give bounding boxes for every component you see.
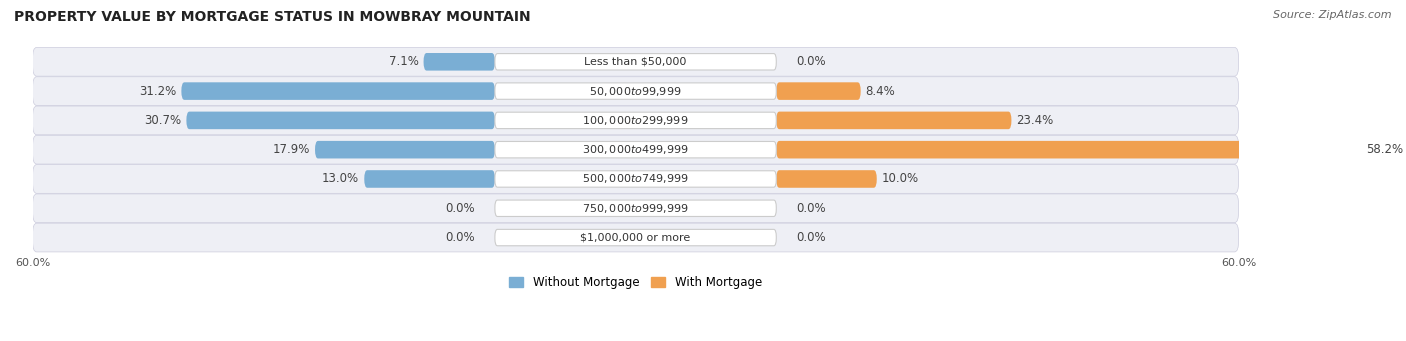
FancyBboxPatch shape bbox=[495, 200, 776, 217]
Text: Source: ZipAtlas.com: Source: ZipAtlas.com bbox=[1274, 10, 1392, 20]
Text: 0.0%: 0.0% bbox=[796, 231, 825, 244]
Text: 23.4%: 23.4% bbox=[1017, 114, 1053, 127]
FancyBboxPatch shape bbox=[776, 170, 877, 188]
Legend: Without Mortgage, With Mortgage: Without Mortgage, With Mortgage bbox=[505, 271, 766, 294]
FancyBboxPatch shape bbox=[32, 47, 1239, 76]
Text: $100,000 to $299,999: $100,000 to $299,999 bbox=[582, 114, 689, 127]
Text: 8.4%: 8.4% bbox=[866, 85, 896, 98]
FancyBboxPatch shape bbox=[315, 141, 495, 159]
Text: 17.9%: 17.9% bbox=[273, 143, 309, 156]
Text: PROPERTY VALUE BY MORTGAGE STATUS IN MOWBRAY MOUNTAIN: PROPERTY VALUE BY MORTGAGE STATUS IN MOW… bbox=[14, 10, 530, 24]
FancyBboxPatch shape bbox=[32, 135, 1239, 164]
Text: 10.0%: 10.0% bbox=[882, 173, 920, 186]
Text: 0.0%: 0.0% bbox=[796, 55, 825, 68]
Text: 7.1%: 7.1% bbox=[388, 55, 419, 68]
FancyBboxPatch shape bbox=[181, 82, 495, 100]
FancyBboxPatch shape bbox=[495, 229, 776, 246]
Text: 13.0%: 13.0% bbox=[322, 173, 359, 186]
FancyBboxPatch shape bbox=[776, 112, 1011, 129]
FancyBboxPatch shape bbox=[495, 54, 776, 70]
FancyBboxPatch shape bbox=[776, 82, 860, 100]
FancyBboxPatch shape bbox=[495, 112, 776, 129]
Text: 0.0%: 0.0% bbox=[796, 202, 825, 215]
FancyBboxPatch shape bbox=[495, 142, 776, 158]
FancyBboxPatch shape bbox=[495, 83, 776, 99]
FancyBboxPatch shape bbox=[32, 223, 1239, 252]
Text: Less than $50,000: Less than $50,000 bbox=[585, 57, 686, 67]
Text: $750,000 to $999,999: $750,000 to $999,999 bbox=[582, 202, 689, 215]
FancyBboxPatch shape bbox=[32, 194, 1239, 223]
Text: 0.0%: 0.0% bbox=[446, 202, 475, 215]
Text: $500,000 to $749,999: $500,000 to $749,999 bbox=[582, 173, 689, 186]
FancyBboxPatch shape bbox=[32, 165, 1239, 193]
FancyBboxPatch shape bbox=[423, 53, 495, 71]
FancyBboxPatch shape bbox=[364, 170, 495, 188]
Text: $50,000 to $99,999: $50,000 to $99,999 bbox=[589, 85, 682, 98]
Text: 30.7%: 30.7% bbox=[145, 114, 181, 127]
FancyBboxPatch shape bbox=[495, 171, 776, 187]
FancyBboxPatch shape bbox=[32, 77, 1239, 105]
FancyBboxPatch shape bbox=[187, 112, 495, 129]
Text: $300,000 to $499,999: $300,000 to $499,999 bbox=[582, 143, 689, 156]
Text: $1,000,000 or more: $1,000,000 or more bbox=[581, 233, 690, 242]
FancyBboxPatch shape bbox=[32, 106, 1239, 135]
FancyBboxPatch shape bbox=[776, 141, 1361, 159]
Text: 31.2%: 31.2% bbox=[139, 85, 176, 98]
Text: 58.2%: 58.2% bbox=[1367, 143, 1403, 156]
Text: 0.0%: 0.0% bbox=[446, 231, 475, 244]
